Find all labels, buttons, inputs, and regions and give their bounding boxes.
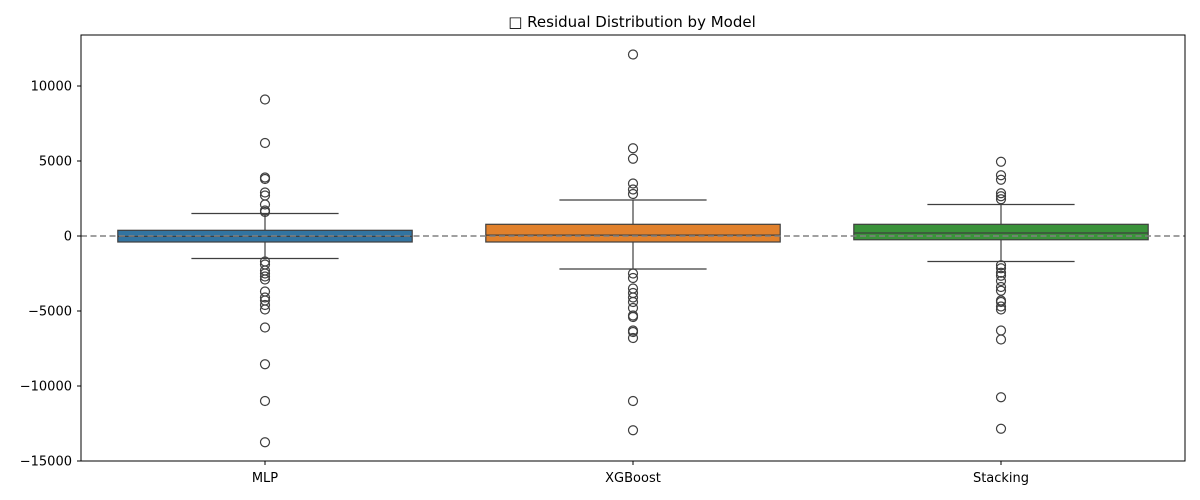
outlier-point: [627, 184, 639, 195]
outlier-point: [995, 156, 1007, 167]
outlier-point: [627, 292, 639, 303]
outlier-point: [259, 268, 271, 279]
outlier-point: [627, 296, 639, 308]
outlier-point: [627, 311, 639, 323]
plot-frame: [80, 34, 1186, 462]
outlier-point: [259, 94, 271, 105]
chart-title: □ Residual Distribution by Model: [508, 13, 756, 31]
outlier-point: [259, 199, 271, 210]
outlier-point: [995, 285, 1007, 296]
outlier-point: [995, 191, 1007, 202]
outlier-point: [627, 153, 639, 164]
y-tick-label: 0: [64, 230, 72, 245]
iqr-box: [853, 223, 1149, 241]
outlier-point: [995, 174, 1007, 185]
x-tick-label: Stacking: [973, 471, 1029, 486]
outlier-point: [995, 275, 1007, 287]
box-xgboost: [485, 49, 781, 436]
outlier-point: [995, 334, 1007, 345]
iqr-box: [485, 223, 781, 243]
outlier-point: [995, 260, 1007, 271]
x-tick-label: MLP: [252, 471, 278, 486]
outlier-point: [995, 267, 1007, 278]
outlier-point: [995, 194, 1007, 205]
outlier-point: [259, 437, 271, 448]
outlier-point: [995, 188, 1007, 199]
outlier-point: [627, 332, 639, 344]
axes: MLP XGBoost Stacking −15000 −10000 −5000 0 5000…: [20, 34, 1186, 486]
outlier-point: [259, 206, 271, 218]
outlier-point: [995, 170, 1007, 181]
outlier-point: [259, 395, 271, 407]
y-tick-label: 10000: [31, 80, 72, 95]
outlier-point: [627, 49, 639, 60]
outlier-point: [995, 423, 1007, 434]
outlier-point: [627, 395, 639, 407]
outlier-point: [627, 178, 639, 189]
outlier-point: [259, 137, 271, 149]
outlier-point: [995, 392, 1007, 403]
outlier-point: [627, 143, 639, 154]
y-tick-label: −15000: [20, 455, 72, 470]
outlier-point: [259, 304, 271, 315]
outlier-point: [995, 281, 1007, 293]
outlier-point: [995, 270, 1007, 281]
outlier-point: [995, 325, 1007, 336]
outlier-point: [259, 271, 271, 282]
outlier-point: [259, 359, 271, 370]
outlier-point: [995, 296, 1007, 308]
outlier-point: [259, 187, 271, 198]
outlier-point: [259, 299, 271, 311]
y-tick-label: 5000: [39, 155, 72, 170]
outlier-point: [995, 304, 1007, 315]
outlier-point: [627, 326, 639, 338]
outlier-point: [627, 272, 639, 284]
box-stacking: [853, 156, 1149, 434]
outlier-point: [259, 274, 271, 285]
outlier-point: [995, 301, 1007, 312]
box-mlp: [117, 94, 413, 448]
outlier-point: [259, 292, 271, 303]
y-tick-label: −10000: [20, 380, 72, 395]
outlier-point: [995, 263, 1007, 274]
outlier-point: [259, 173, 271, 185]
plot-area: [81, 49, 1185, 448]
outlier-point: [259, 322, 271, 333]
outlier-point: [627, 188, 639, 200]
outlier-point: [627, 268, 639, 279]
x-tick-label: XGBoost: [605, 471, 661, 486]
outlier-point: [627, 425, 639, 436]
y-tick-label: −5000: [28, 305, 72, 320]
